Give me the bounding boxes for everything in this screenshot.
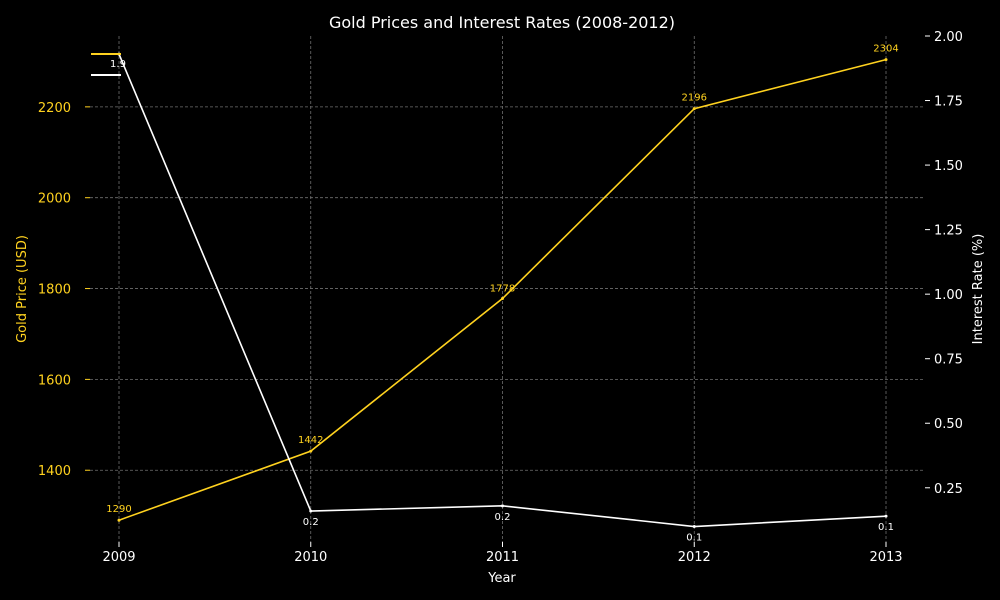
left-y-axis-label: Gold Price (USD) [15, 235, 30, 343]
legend [91, 53, 121, 76]
chart-title: Gold Prices and Interest Rates (2008-201… [329, 13, 675, 32]
x-tick-label: 2010 [294, 550, 327, 565]
interest-rate-data-label: 0.2 [303, 517, 319, 528]
interest-rate-point [309, 509, 313, 513]
x-tick-label: 2012 [678, 550, 711, 565]
interest-rate-point [692, 525, 696, 529]
gold-price-point [117, 518, 121, 522]
grid [90, 36, 925, 542]
right-y-tick-label: 1.50 [934, 159, 963, 174]
right-y-axis-label: Interest Rate (%) [971, 234, 986, 345]
right-y-tick-label: 2.00 [934, 30, 963, 45]
x-tick-label: 2013 [869, 550, 902, 565]
right-y-tick-label: 0.25 [934, 482, 963, 497]
right-y-tick-label: 1.25 [934, 224, 963, 239]
gold-price-data-label: 2304 [873, 44, 898, 55]
interest-rate-point [501, 504, 504, 508]
gold-price-data-label: 2196 [682, 93, 707, 104]
interest-rate-data-label: 1.9 [110, 59, 126, 70]
right-y-tick-label: 1.00 [934, 288, 963, 303]
x-tick-label: 2009 [102, 550, 135, 565]
right-y-tick-label: 1.75 [934, 95, 963, 110]
interest-rate-data-label: 0.2 [495, 512, 511, 523]
left-y-tick-label: 1600 [38, 373, 71, 388]
gold-price-point [309, 449, 313, 453]
left-y-tick-label: 1400 [38, 464, 71, 479]
right-y-tick-label: 0.75 [934, 353, 963, 368]
right-y-tick-label: 0.50 [934, 417, 963, 432]
axes: 2009 2010 2011 2012 2013 1400 1600 1800 2000 2200… [38, 30, 963, 565]
gold-price-data-label: 1778 [490, 284, 515, 295]
left-y-tick-label: 2200 [38, 101, 71, 116]
gold-price-point [692, 107, 696, 111]
interest-rate-data-label: 0.1 [686, 533, 702, 544]
x-tick-label: 2011 [486, 550, 519, 565]
gold-price-point [501, 297, 504, 301]
interest-rate-data-label: 0.1 [878, 522, 894, 533]
left-y-tick-label: 1800 [38, 283, 71, 298]
series-layer [117, 52, 888, 529]
gold-price-data-label: 1442 [298, 435, 323, 446]
left-y-tick-label: 2000 [38, 192, 71, 207]
gold-price-point [884, 58, 888, 62]
interest-rate-point [884, 514, 888, 518]
data-labels: 1290 1442 1778 2196 2304 1.9 0.2 0.2 0.1 0.1 [106, 44, 898, 544]
x-axis-label: Year [487, 571, 516, 586]
gold-price-data-label: 1290 [106, 504, 131, 515]
